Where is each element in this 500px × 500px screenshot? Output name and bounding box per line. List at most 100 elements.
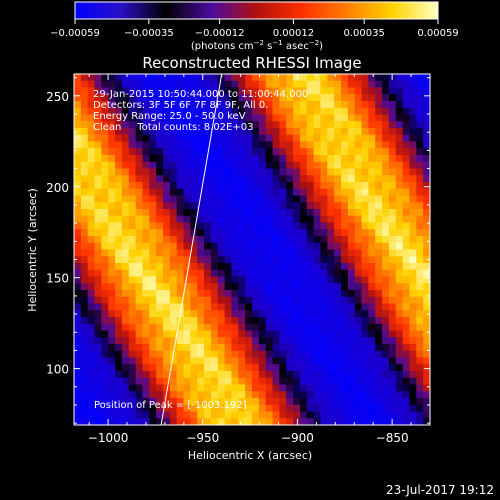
heatmap-cell (163, 155, 171, 163)
heatmap-cell (156, 384, 164, 392)
heatmap-cell (74, 202, 82, 210)
heatmap-cell (163, 94, 171, 102)
heatmap-cell (375, 215, 383, 224)
heatmap-cell (156, 418, 164, 425)
heatmap-cell (272, 101, 280, 109)
heatmap-cell (347, 290, 356, 298)
heatmap-cell (375, 168, 383, 176)
heatmap-cell (334, 229, 342, 237)
heatmap-cell (258, 195, 267, 203)
heatmap-cell (368, 222, 376, 230)
heatmap-cell (313, 377, 322, 386)
heatmap-cell (423, 114, 430, 122)
heatmap-cell (423, 107, 430, 116)
heatmap-cell (395, 188, 404, 197)
heatmap-cell (80, 364, 89, 372)
heatmap-cell (142, 337, 150, 345)
heatmap-cell (258, 209, 267, 217)
heatmap-cell (320, 283, 328, 291)
heatmap-cell (286, 337, 294, 345)
heatmap-cell (210, 290, 219, 298)
heatmap-cell (265, 404, 274, 413)
heatmap-cell (156, 310, 164, 318)
heatmap-cell (382, 182, 390, 190)
heatmap-cell (224, 74, 233, 82)
heatmap-cell (252, 155, 260, 163)
heatmap-cell (327, 155, 335, 163)
heatmap-cell (121, 398, 130, 406)
heatmap-cell (190, 87, 198, 95)
heatmap-cell (121, 391, 130, 399)
heatmap-cell (224, 330, 233, 338)
heatmap-cell (286, 323, 294, 332)
heatmap-cell (354, 161, 363, 170)
heatmap-cell (388, 202, 397, 210)
heatmap-cell (272, 364, 280, 372)
heatmap-cell (354, 310, 363, 318)
heatmap-cell (115, 296, 123, 305)
heatmap-cell (299, 134, 308, 143)
heatmap-cell (169, 276, 178, 284)
heatmap-cell (286, 101, 294, 109)
heatmap-cell (258, 330, 267, 338)
heatmap-cell (341, 404, 349, 413)
heatmap-cell (142, 229, 150, 237)
heatmap-cell (252, 371, 260, 379)
heatmap-cell (416, 303, 424, 311)
heatmap-cell (258, 283, 267, 291)
heatmap-cell (80, 195, 89, 203)
heatmap-cell (87, 141, 96, 149)
heatmap-cell (327, 398, 335, 406)
heatmap-cell (382, 323, 390, 332)
heatmap-cell (388, 290, 397, 298)
heatmap-cell (190, 188, 198, 197)
heatmap-cell (128, 364, 137, 372)
heatmap-cell (245, 411, 253, 419)
heatmap-cell (334, 101, 342, 109)
heatmap-cell (108, 209, 116, 217)
heatmap-cell (135, 209, 144, 217)
heatmap-cell (224, 209, 233, 217)
heatmap-cell (354, 391, 363, 399)
heatmap-cell (135, 242, 144, 251)
heatmap-cell (382, 344, 390, 352)
heatmap-cell (299, 209, 308, 217)
heatmap-cell (142, 161, 150, 170)
heatmap-cell (197, 195, 205, 203)
heatmap-cell (416, 276, 424, 284)
heatmap-cell (286, 263, 294, 271)
heatmap-cell (149, 310, 157, 318)
heatmap-cell (142, 148, 150, 156)
heatmap-cell (334, 249, 342, 257)
heatmap-cell (327, 371, 335, 379)
heatmap-cell (169, 168, 178, 176)
heatmap-cell (210, 101, 219, 109)
heatmap-cell (163, 276, 171, 284)
heatmap-cell (252, 276, 260, 284)
heatmap-cell (286, 121, 294, 129)
heatmap-cell (265, 283, 274, 291)
heatmap-cell (347, 418, 356, 425)
heatmap-cell (354, 404, 363, 413)
heatmap-cell (375, 364, 383, 372)
heatmap-cell (135, 168, 144, 176)
heatmap-cell (224, 175, 233, 183)
heatmap-cell (183, 182, 191, 190)
heatmap-cell (293, 411, 301, 419)
heatmap-cell (258, 404, 267, 413)
heatmap-cell (341, 411, 349, 419)
heatmap-cell (101, 384, 109, 392)
heatmap-cell (402, 222, 411, 230)
heatmap-cell (197, 74, 205, 82)
heatmap-cell (169, 87, 178, 95)
heatmap-cell (423, 398, 430, 406)
heatmap-cell (128, 121, 137, 129)
heatmap-cell (368, 114, 376, 122)
heatmap-cell (409, 94, 417, 102)
heatmap-cell (293, 168, 301, 176)
heatmap-cell (87, 398, 96, 406)
heatmap-cell (210, 168, 219, 176)
heatmap-cell (94, 74, 102, 82)
heatmap-cell (190, 256, 198, 264)
